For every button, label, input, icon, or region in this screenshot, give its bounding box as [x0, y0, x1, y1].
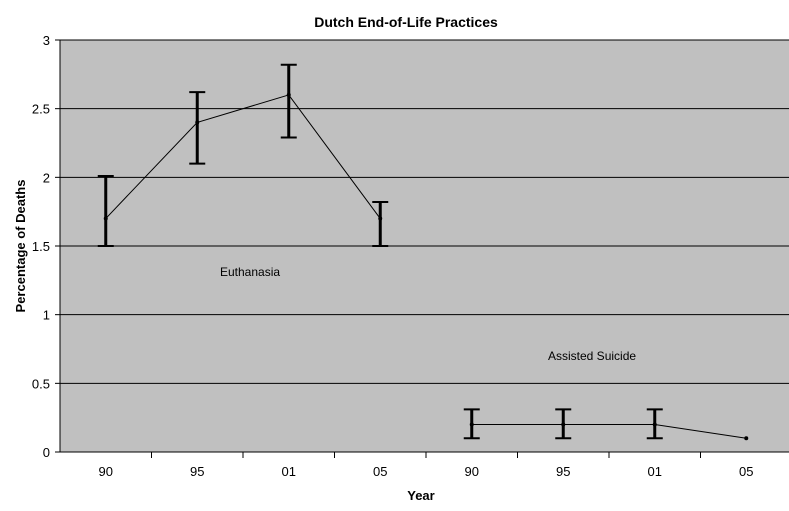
chart-title: Dutch End-of-Life Practices	[314, 14, 498, 30]
y-tick-label: 1.5	[32, 239, 50, 254]
x-tick-label: 05	[739, 464, 753, 479]
y-tick-label: 1	[43, 308, 50, 323]
y-tick-label: 0.5	[32, 376, 50, 391]
x-tick-label: 01	[648, 464, 662, 479]
data-point	[744, 436, 749, 441]
y-tick-label: 0	[43, 445, 50, 460]
y-tick-label: 2	[43, 170, 50, 185]
x-tick-label: 90	[99, 464, 113, 479]
x-tick-label: 95	[556, 464, 570, 479]
x-tick-label: 90	[465, 464, 479, 479]
y-tick-label: 3	[43, 33, 50, 48]
y-axis-title: Percentage of Deaths	[13, 180, 28, 313]
x-tick-label: 05	[373, 464, 387, 479]
x-tick-label: 95	[190, 464, 204, 479]
error-bars	[97, 63, 663, 440]
series-line-1	[471, 424, 747, 439]
assisted-suicide-label: Assisted Suicide	[548, 349, 636, 363]
gridlines	[60, 39, 789, 384]
series-line-0	[105, 94, 381, 219]
y-tick-label: 2.5	[32, 102, 50, 117]
axis-ticks: 0 0.5 1 1.5 2 2.5 3 90 95 01 05 90 95 01 05	[32, 33, 754, 479]
x-axis-title: Year	[407, 488, 434, 503]
x-tick-label: 01	[282, 464, 296, 479]
euthanasia-label: Euthanasia	[220, 265, 280, 279]
